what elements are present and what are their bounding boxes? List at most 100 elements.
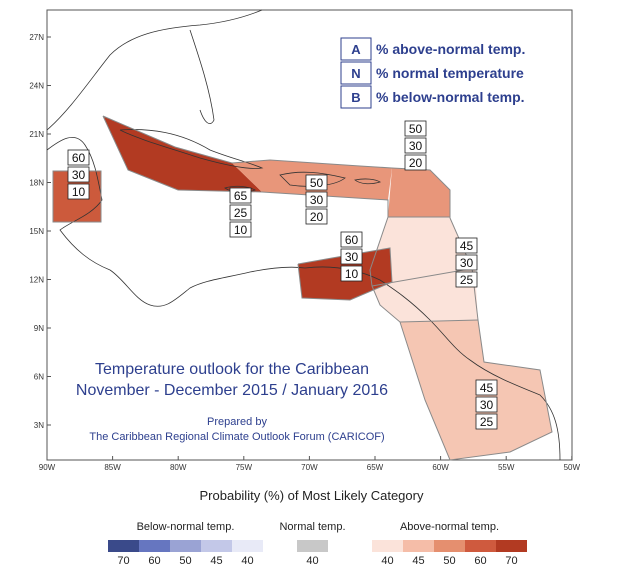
legend-tick: 45 [210,555,223,567]
lat-tick-label: 15N [29,227,44,236]
coastline-yucatan-central-america [46,136,561,461]
map-title-line1: Temperature outlook for the Caribbean [95,361,369,378]
prob-box [229,187,252,204]
prob-box [404,120,427,137]
prob-value: 20 [409,156,423,170]
legend-swatch [434,540,465,552]
prob-value: 60 [72,151,86,165]
prob-value: 10 [234,223,248,237]
key-letter-B: B [351,90,360,105]
legend-swatch [465,540,496,552]
prob-value: 30 [310,193,324,207]
prob-box [229,221,252,238]
legend-tick: 70 [117,555,130,567]
lat-tick-label: 9N [34,324,44,333]
prob-value: 65 [234,189,248,203]
key-box-B [340,85,372,109]
legend-swatch [403,540,434,552]
outlook-map: 27N 24N 21N 18N 15N 12N 9N 6N 3N 90W 85W 80W 75W 70W… [29,9,581,472]
prob-value: 25 [460,273,474,287]
prob-box [455,254,478,271]
prob-box [67,183,90,200]
latitude-axis: 27N 24N 21N 18N 15N 12N 9N 6N 3N [29,33,51,430]
prob-value: 25 [234,206,248,220]
coastline-cuba [119,129,264,169]
lat-tick-label: 6N [34,373,44,382]
key-letter-N: N [351,66,360,81]
prob-value: 10 [72,185,86,199]
legend-title: Probability (%) of Most Likely Category [199,488,424,503]
prob-box [305,174,328,191]
legend-tick: 40 [241,555,254,567]
legend-normal-swatches [297,540,328,552]
legend-tick: 70 [505,555,518,567]
key-box-A [340,37,372,61]
lat-tick-label: 12N [29,276,44,285]
prob-value: 25 [480,415,494,429]
legend-tick: 60 [148,555,161,567]
legend-tick: 50 [443,555,456,567]
prob-box [67,149,90,166]
map-credit-line1: Prepared by [207,416,267,428]
legend-below-label: Below-normal temp. [136,521,235,533]
prob-value: 30 [409,139,423,153]
lon-tick-label: 85W [104,463,121,472]
region-cuba-east [178,163,262,192]
key-letter-A: A [351,42,361,57]
lon-tick-label: 65W [367,463,384,472]
key-box-N [340,61,372,85]
prob-value: 60 [345,233,359,247]
coastlines [46,9,561,461]
category-key: A % above-normal temp. N % normal temper… [340,37,525,109]
legend-tick: 40 [381,555,394,567]
prob-box [340,248,363,265]
prob-value: 50 [310,176,324,190]
lon-tick-label: 90W [39,463,56,472]
prob-box [340,231,363,248]
longitude-axis: 90W 85W 80W 75W 70W 65W 60W 55W 50W [39,456,581,472]
coastline-puerto-rico [354,178,381,185]
legend-below-swatches [108,540,263,552]
prob-box [404,154,427,171]
legend-swatch [139,540,170,552]
prob-box [67,166,90,183]
coastline-florida [189,29,215,124]
legend-tick: 50 [179,555,192,567]
prob-box [305,208,328,225]
key-text-B: % below-normal temp. [376,89,525,105]
lon-tick-label: 80W [170,463,187,472]
map-title-line2: November - December 2015 / January 2016 [76,382,388,399]
prob-box [404,137,427,154]
legend-swatch [108,540,139,552]
prob-box [475,379,498,396]
legend-swatch [232,540,263,552]
prob-box [305,191,328,208]
legend-swatch [170,540,201,552]
prob-value: 10 [345,267,359,281]
lat-tick-label: 21N [29,130,44,139]
prob-value: 50 [409,122,423,136]
prob-value: 20 [310,210,324,224]
key-text-A: % above-normal temp. [376,41,525,57]
legend-tick: 45 [412,555,425,567]
prob-box [340,265,363,282]
lon-tick-label: 60W [432,463,449,472]
prob-value: 30 [480,398,494,412]
lon-tick-label: 50W [564,463,581,472]
lat-tick-label: 24N [29,82,44,91]
coastline-hispaniola [279,171,346,187]
legend-above-swatches [372,540,527,552]
prob-box [455,237,478,254]
lat-tick-label: 3N [34,421,44,430]
region-windward-islands [370,217,472,290]
prob-value: 30 [460,256,474,270]
legend-tick: 60 [474,555,487,567]
region-leeward-islands [388,168,450,218]
region-cayman-jamaica-cuba [103,116,252,190]
lon-tick-label: 75W [236,463,253,472]
prob-box [475,413,498,430]
coastline-north-america [46,9,263,131]
legend-above-label: Above-normal temp. [399,521,500,533]
prob-box [475,396,498,413]
legend-swatch [297,540,328,552]
